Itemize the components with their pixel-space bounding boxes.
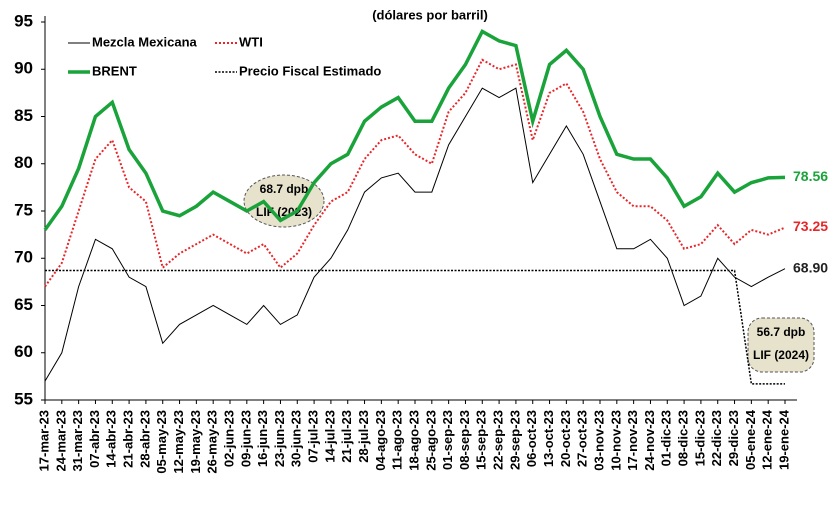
- x-tick-label: 12-ene-24: [760, 409, 775, 470]
- x-tick-label: 21-jul-23: [339, 410, 354, 463]
- x-tick-label: 05-may-23: [154, 410, 169, 474]
- x-tick-label: 14-jul-23: [322, 410, 337, 463]
- series-line: [44, 87, 786, 382]
- x-tick-label: 14-abr-23: [104, 410, 119, 468]
- x-tick-label: 26-may-23: [205, 410, 220, 474]
- x-tick-label: 08-sep-23: [457, 410, 472, 470]
- x-tick-label: 18-ago-23: [406, 410, 421, 471]
- x-tick-label: 03-nov-23: [591, 410, 606, 471]
- x-tick-label: 04-ago-23: [373, 410, 388, 471]
- data-label: 68.90: [793, 259, 828, 275]
- x-tick-label: 21-abr-23: [121, 410, 136, 468]
- x-tick-label: 19-ene-24: [776, 409, 791, 470]
- callout-text: LIF (2024): [753, 348, 809, 362]
- x-tick-label: 17-mar-23: [36, 410, 51, 471]
- legend-label: Mezcla Mexicana: [92, 34, 198, 49]
- callout-2023: [243, 174, 325, 228]
- x-tick-label: 19-may-23: [188, 410, 203, 474]
- x-tick-label: 08-dic-23: [676, 410, 691, 466]
- legend-label: Precio Fiscal Estimado: [239, 63, 381, 78]
- x-tick-label: 20-oct-23: [558, 410, 573, 467]
- callout-text: 56.7 dpb: [757, 325, 806, 339]
- x-tick-label: 24-nov-23: [642, 410, 657, 471]
- y-tick-label: 75: [14, 200, 33, 219]
- x-tick-label: 17-nov-23: [625, 410, 640, 471]
- x-tick-label: 25-ago-23: [423, 410, 438, 471]
- x-tick-label: 01-dic-23: [659, 410, 674, 466]
- x-tick-label: 06-oct-23: [524, 410, 539, 467]
- x-tick-label: 29-dic-23: [726, 410, 741, 466]
- x-tick-label: 27-oct-23: [575, 410, 590, 467]
- x-tick-label: 22-sep-23: [491, 410, 506, 470]
- legend-label: WTI: [239, 34, 263, 49]
- x-tick-label: 15-dic-23: [692, 410, 707, 466]
- series-line: [45, 269, 785, 385]
- series-line: [44, 58, 786, 288]
- data-label: 78.56: [793, 168, 828, 184]
- legend-label: BRENT: [92, 63, 137, 78]
- y-tick-label: 95: [14, 11, 33, 30]
- y-tick-label: 90: [14, 59, 33, 78]
- x-tick-label: 16-jun-23: [255, 410, 270, 467]
- x-tick-label: 31-mar-23: [70, 410, 85, 471]
- x-tick-label: 07-abr-23: [87, 410, 102, 468]
- x-tick-label: 15-sep-23: [474, 410, 489, 470]
- x-tick-label: 13-oct-23: [541, 410, 556, 467]
- x-tick-label: 28-jul-23: [356, 410, 371, 463]
- x-tick-label: 02-jun-23: [221, 410, 236, 467]
- x-tick-label: 22-dic-23: [709, 410, 724, 466]
- x-tick-label: 12-may-23: [171, 410, 186, 474]
- x-tick-label: 10-nov-23: [608, 410, 623, 471]
- y-tick-label: 60: [14, 342, 33, 361]
- callout-2024: [747, 317, 815, 373]
- callout-text: 68.7 dpb: [260, 182, 309, 196]
- y-tick-label: 55: [14, 389, 33, 408]
- series-line: [43, 29, 786, 231]
- y-tick-label: 70: [14, 248, 33, 267]
- y-tick-label: 85: [14, 106, 33, 125]
- x-tick-label: 30-jun-23: [289, 410, 304, 467]
- data-label: 73.25: [793, 218, 828, 234]
- x-tick-label: 05-ene-24: [743, 409, 758, 470]
- y-tick-label: 65: [14, 295, 33, 314]
- x-tick-label: 09-jun-23: [238, 410, 253, 467]
- x-tick-label: 01-sep-23: [440, 410, 455, 470]
- chart-subtitle: (dólares por barril): [372, 7, 488, 22]
- y-tick-label: 80: [14, 153, 33, 172]
- x-tick-label: 29-sep-23: [507, 410, 522, 470]
- x-tick-label: 11-ago-23: [390, 410, 405, 470]
- x-tick-label: 24-mar-23: [53, 410, 68, 471]
- x-tick-label: 23-jun-23: [272, 410, 287, 467]
- x-tick-label: 07-jul-23: [306, 410, 321, 463]
- x-tick-label: 28-abr-23: [137, 410, 152, 468]
